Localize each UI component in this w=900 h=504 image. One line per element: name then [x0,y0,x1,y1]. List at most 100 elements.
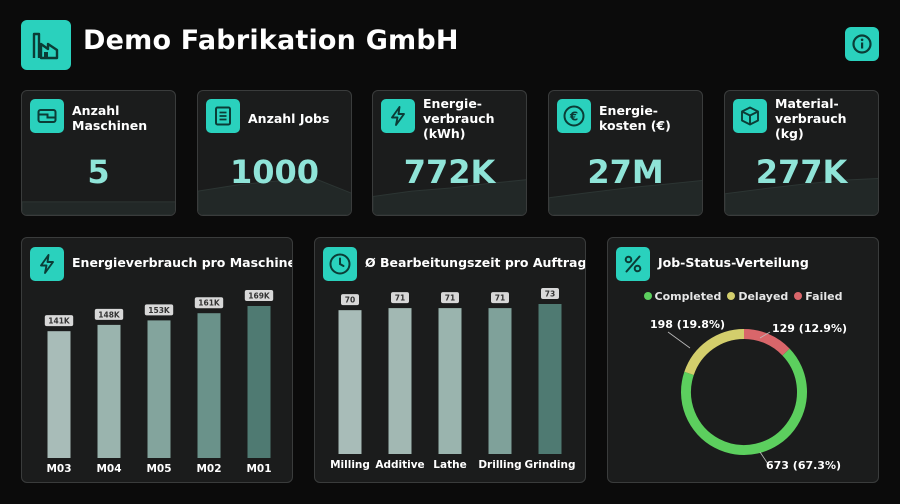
bar[interactable] [538,304,562,454]
legend-dot [727,292,736,300]
factory-icon [32,32,59,60]
lightning-icon [381,99,415,133]
page-title: Demo Fabrikation GmbH [83,25,459,56]
bar-value-label: 153K [148,306,171,315]
bar-value-label: 169K [248,292,271,301]
kpi-value: 5 [87,153,110,191]
list-icon [206,99,240,133]
leader-line [667,331,691,349]
kpi-card-machines: Anzahl Maschinen 5 [21,90,176,216]
bar-value-badge [391,292,409,304]
kpi-label: Energie- kosten (€) [599,103,671,133]
leader-line [759,331,771,339]
processing-time-bar-chart: 70 Milling 71 Additive 71 Lathe 71 Drilling 73 Gr… [330,288,576,471]
bar-value-badge [491,292,509,304]
leader-line [759,451,769,465]
legend-dot [794,292,803,300]
kpi-sparkline [22,201,175,215]
cube-icon [733,99,767,133]
kpi-label: Material- verbrauch (kg) [775,95,847,141]
bar[interactable] [47,331,71,458]
logo-factory-icon [21,20,71,70]
category-label: M03 [46,463,71,475]
kpi-card-jobs: Anzahl Jobs 1000 [197,90,352,216]
energy-bar-chart: 141K M03 148K M04 153K M05 161K M02 169K M01 [44,290,274,475]
kpi-sparkline [725,177,878,215]
bar[interactable] [197,313,221,458]
donut-slice-completed[interactable] [681,348,807,455]
euro-icon: € [557,99,591,133]
panel-title: Job-Status-Verteilung [658,255,809,270]
kpi-sparkline [549,179,702,215]
category-label: M04 [96,463,121,475]
category-label: M05 [146,463,171,475]
panel-title: Ø Bearbeitungszeit pro Auftrag [365,255,586,270]
bar[interactable] [247,306,271,458]
job-status-panel: Job-Status-Verteilung Completed Delayed … [607,237,879,483]
bar[interactable] [488,308,512,454]
bar-value-label: 71 [445,294,455,303]
machine-icon [30,99,64,133]
donut-label-delayed: 198 (19.8%) [650,318,726,331]
sparkline-area [725,177,878,215]
energy-per-machine-panel: 141K M03 148K M04 153K M05 161K M02 169K M01 Ener… [21,237,293,483]
category-label: Grinding [525,459,576,471]
kpi-value: 1000 [229,153,320,191]
kpi-value: 27M [587,153,664,191]
bar-value-label: 141K [48,317,71,326]
percent-icon [616,247,650,281]
category-label: M01 [246,463,271,475]
bar-value-label: 71 [395,294,405,303]
bar[interactable] [388,308,412,454]
bar[interactable] [438,308,462,454]
bar-value-label: 71 [495,294,505,303]
sparkline-area [198,177,351,215]
panel-title: Energieverbrauch pro Maschine [72,255,293,270]
bar-value-badge [44,315,74,327]
donut-label-completed: 673 (67.3%) [766,459,842,472]
donut-label-failed: 129 (12.9%) [772,322,848,335]
info-icon [852,34,872,54]
job-status-donut-chart [667,329,807,465]
sparkline-area [549,179,702,215]
legend-label: Completed [654,290,722,303]
category-label: Lathe [433,459,466,471]
bar-value-label: 73 [545,290,555,299]
kpi-label: Energie- verbrauch (kWh) [423,95,495,141]
legend-item-delayed[interactable]: Delayed [727,290,788,303]
legend-label: Delayed [738,290,789,303]
legend-label: Failed [805,290,843,303]
bar-value-badge [541,288,559,299]
donut-slice-failed[interactable] [743,329,790,356]
bar-value-badge [441,292,459,304]
legend-item-failed[interactable]: Failed [794,290,842,303]
bar-value-badge [244,290,274,301]
bar-value-badge [341,294,359,306]
kpi-card-energy: Energie- verbrauch (kWh) 772K [372,90,527,216]
bar[interactable] [97,324,121,458]
kpi-card-energy-costs: € Energie- kosten (€) 27M [548,90,703,216]
kpi-card-material: Material- verbrauch (kg) 277K [724,90,879,216]
category-label: M02 [196,463,221,475]
kpi-value: 277K [755,153,848,191]
sparkline-area [22,201,175,215]
lightning-icon [30,247,64,281]
legend-dot [643,292,652,300]
chart-legend: Completed Delayed Failed [608,290,878,303]
processing-time-panel: 70 Milling 71 Additive 71 Lathe 71 Drilling 73 Gr… [314,237,586,483]
legend-item-completed[interactable]: Completed [643,290,722,303]
bar-value-label: 148K [98,310,121,319]
donut-slice-delayed[interactable] [684,329,745,376]
category-label: Milling [330,459,370,471]
bar[interactable] [147,320,171,458]
sparkline-area [373,179,526,215]
kpi-sparkline [198,177,351,215]
kpi-label: Anzahl Maschinen [72,103,148,133]
bar[interactable] [338,310,362,454]
bar-value-badge [144,304,174,316]
info-button[interactable] [845,27,879,61]
bar-value-label: 161K [198,299,221,308]
kpi-value: 772K [403,153,496,191]
bar-value-badge [194,297,224,309]
category-label: Additive [375,459,424,471]
